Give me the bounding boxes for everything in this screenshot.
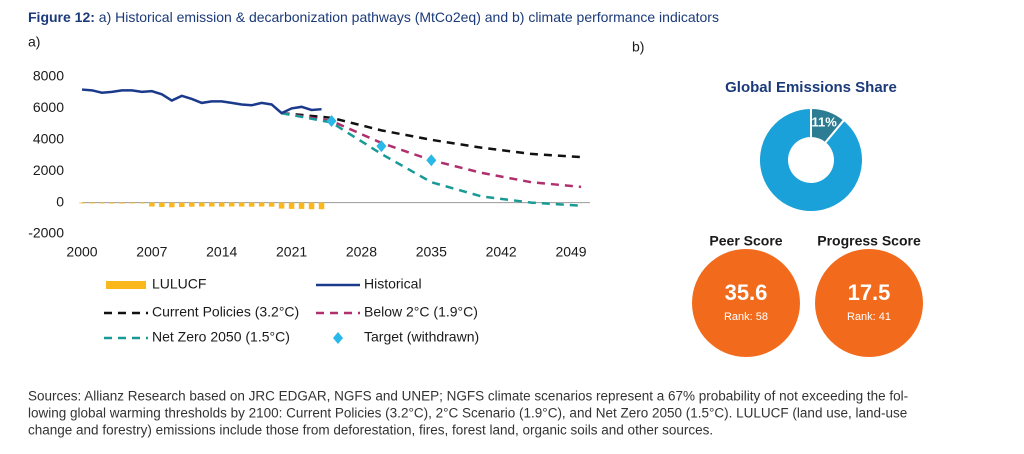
lulucf-bar	[149, 202, 155, 207]
legend-item: LULUCF	[106, 276, 206, 292]
lulucf-bar	[318, 202, 325, 210]
legend-item: Net Zero 2050 (1.5°C)	[104, 329, 290, 345]
legend-label: Below 2°C (1.9°C)	[364, 304, 478, 320]
figure-title: Figure 12: a) Historical emission & deca…	[28, 9, 719, 25]
x-tick-label: 2014	[206, 244, 237, 260]
target-marker	[326, 114, 337, 127]
donut-label: 11%	[812, 115, 838, 130]
target-marker	[426, 154, 437, 167]
lulucf-bar	[199, 202, 205, 207]
scenario-line	[281, 111, 582, 207]
historical-line	[81, 88, 322, 115]
legend-label: Net Zero 2050 (1.5°C)	[152, 329, 290, 345]
lulucf-bar	[308, 202, 315, 210]
lulucf-bar	[159, 202, 165, 207]
x-tick-label: 2049	[555, 244, 586, 260]
legend-swatch	[106, 281, 146, 289]
legend-item: Current Policies (3.2°C)	[104, 304, 299, 320]
legend-label: LULUCF	[152, 276, 206, 292]
x-tick-label: 2042	[486, 244, 517, 260]
source-note: lowing global warming thresholds by 2100…	[28, 406, 907, 421]
pie-title: Global Emissions Share	[725, 79, 897, 96]
scenario-line	[281, 111, 582, 159]
score-rank: Rank: 41	[847, 311, 891, 323]
legend-item: Historical	[316, 276, 422, 292]
legend-label: Historical	[364, 276, 422, 292]
legend-item: Below 2°C (1.9°C)	[316, 304, 478, 320]
source-note: change and forestry) emissions include t…	[28, 423, 713, 438]
lulucf-bar	[99, 202, 105, 204]
score-title: Progress Score	[817, 233, 921, 249]
score-value: 17.5	[848, 280, 891, 305]
score-circle	[692, 249, 800, 357]
x-tick-label: 2028	[346, 244, 377, 260]
source-note: Sources: Allianz Research based on JRC E…	[28, 389, 908, 404]
lulucf-bar	[139, 202, 145, 204]
lulucf-bar	[248, 202, 255, 207]
legend-label: Target (withdrawn)	[364, 329, 479, 345]
lulucf-bar	[129, 202, 135, 204]
lulucf-bar	[238, 202, 245, 207]
y-tick-label: 8000	[33, 68, 64, 84]
legend-swatch	[333, 332, 343, 344]
score-rank: Rank: 58	[724, 311, 768, 323]
legend-label: Current Policies (3.2°C)	[152, 304, 299, 320]
figure-number: Figure 12:	[28, 9, 95, 25]
x-tick-label: 2007	[136, 244, 167, 260]
x-tick-label: 2021	[276, 244, 307, 260]
y-tick-label: 0	[56, 193, 64, 209]
lulucf-bar	[298, 202, 305, 209]
y-tick-label: 2000	[33, 162, 64, 178]
figure-caption: a) Historical emission & decarbonization…	[99, 9, 719, 25]
legend-item: Target (withdrawn)	[333, 329, 479, 345]
x-tick-label: 2000	[66, 244, 97, 260]
lulucf-bar	[288, 202, 295, 209]
lulucf-bar	[278, 202, 285, 209]
lulucf-bar	[189, 202, 195, 207]
score-circle	[815, 249, 923, 357]
lulucf-bar	[208, 202, 215, 207]
lulucf-bar	[218, 202, 225, 207]
lulucf-bar	[228, 202, 235, 207]
lulucf-bar	[119, 202, 125, 204]
lulucf-bar	[109, 202, 115, 204]
y-tick-label: 6000	[33, 99, 64, 115]
lulucf-bar	[179, 202, 185, 207]
y-tick-label: -2000	[28, 225, 64, 241]
score-value: 35.6	[725, 280, 768, 305]
scenario-line	[281, 111, 582, 189]
y-tick-label: 4000	[33, 131, 64, 147]
lulucf-bar	[268, 202, 275, 207]
panel-label: b)	[632, 39, 644, 55]
x-tick-label: 2035	[416, 244, 447, 260]
score-title: Peer Score	[709, 233, 782, 249]
donut-slice	[758, 106, 864, 213]
panel-label: a)	[28, 34, 40, 50]
lulucf-bar	[169, 202, 175, 208]
lulucf-bar	[79, 202, 85, 204]
target-marker	[376, 140, 387, 153]
lulucf-bar	[89, 202, 95, 204]
lulucf-bar	[258, 202, 265, 207]
